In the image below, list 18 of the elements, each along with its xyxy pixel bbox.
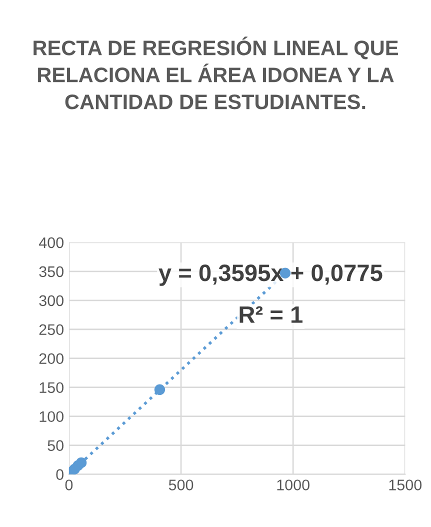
annotation: R² = 1 bbox=[240, 306, 302, 323]
y-tick-label: 250 bbox=[39, 324, 64, 336]
y-tick-label: 50 bbox=[48, 440, 64, 451]
y-tick-label: 300 bbox=[39, 295, 64, 306]
x-tick-label: 0 bbox=[65, 480, 73, 490]
y-tick-label: 350 bbox=[39, 266, 64, 278]
annotation: y = 0,3595x + 0,0775 bbox=[158, 264, 382, 286]
x-tick-label: 500 bbox=[168, 480, 194, 490]
y-tick-label: 0 bbox=[56, 469, 64, 480]
x-tick-label: 1500 bbox=[389, 480, 422, 490]
y-tick-label: 150 bbox=[40, 382, 64, 394]
y-tick-label: 200 bbox=[39, 353, 64, 364]
point bbox=[76, 457, 87, 468]
chart-title: RECTA DE REGRESIÓN LINEAL QUE RELACIONA EL ÁREA IDONEA Y LA CANTIDAD DE ESTUDIANTES. bbox=[34, 36, 398, 110]
point bbox=[154, 384, 166, 396]
x-tick-label: 1000 bbox=[277, 480, 310, 490]
y-tick-label: 400 bbox=[38, 237, 64, 248]
y-tick-label: 100 bbox=[40, 411, 64, 422]
